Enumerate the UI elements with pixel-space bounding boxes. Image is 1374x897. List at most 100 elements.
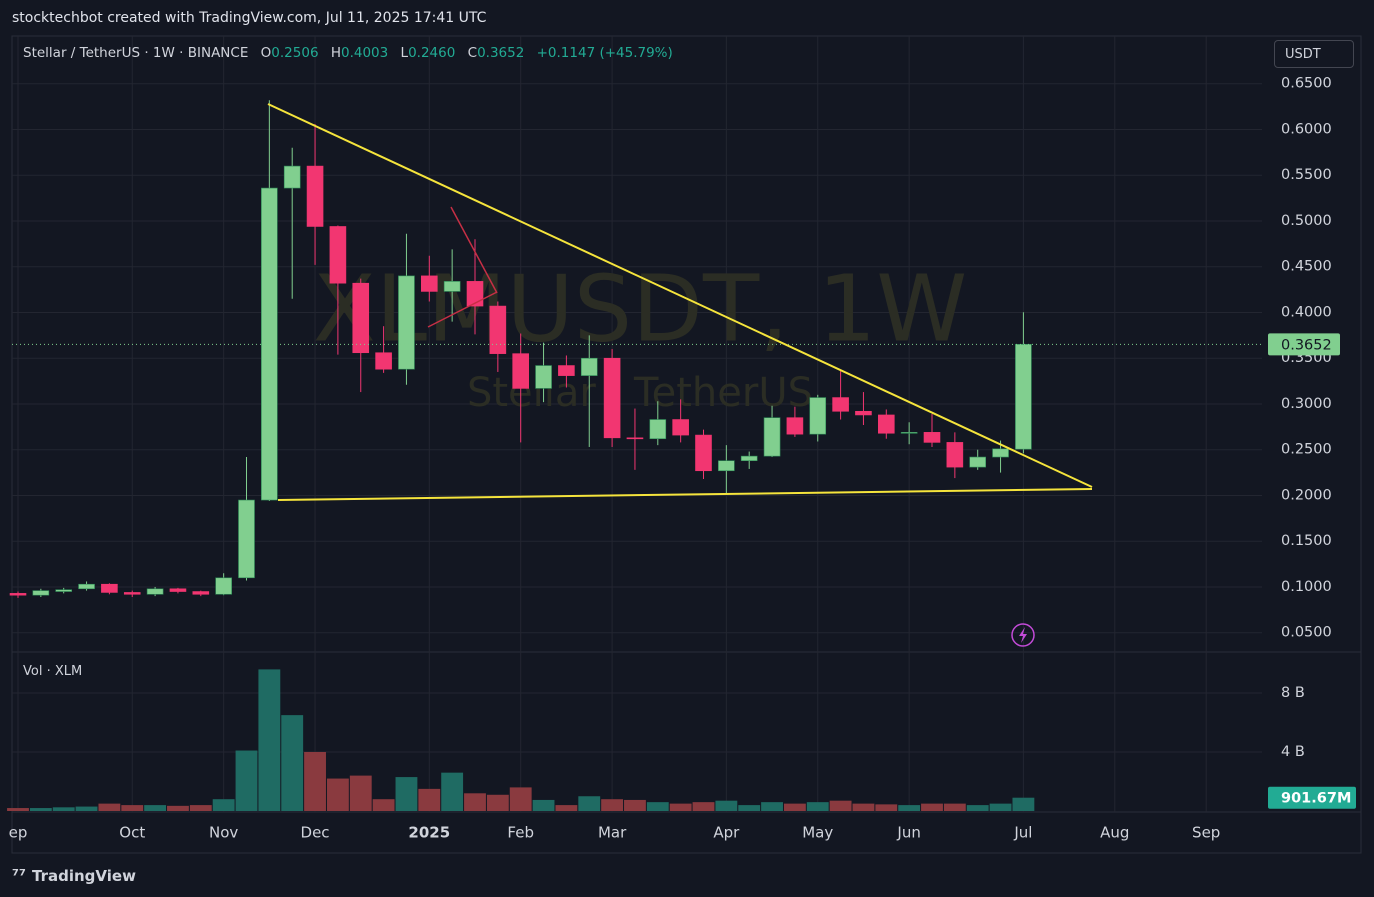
volume-bar	[486, 794, 509, 811]
currency-button[interactable]: USDT	[1274, 40, 1354, 68]
volume-bar	[555, 805, 578, 811]
volume-label: 901.67M	[1281, 791, 1351, 807]
volume-bar	[829, 800, 852, 811]
volume-bar	[441, 772, 464, 811]
candle-body	[992, 448, 1009, 458]
volume-bar	[418, 788, 441, 811]
volume-bar	[144, 805, 167, 811]
y-tick-label: 0.2000	[1281, 487, 1332, 503]
volume-bar	[235, 750, 258, 811]
last-price-box	[1268, 333, 1340, 356]
x-tick-label: Dec	[301, 824, 330, 842]
y-tick-label: 0.3000	[1281, 396, 1332, 412]
candle-body	[740, 455, 758, 461]
volume-bar	[349, 775, 372, 811]
candle-body	[398, 275, 415, 370]
candle-body	[672, 419, 689, 436]
volume-bar	[326, 778, 349, 811]
volume-bar	[966, 805, 989, 811]
volume-bar	[258, 669, 281, 811]
open-value: 0.2506	[271, 45, 319, 61]
candle-body	[969, 456, 987, 468]
volume-bar	[52, 807, 75, 811]
x-tick-label: Jul	[1013, 824, 1032, 842]
volume-bar	[281, 715, 304, 811]
change: +0.1147 (+45.79%)	[536, 45, 673, 61]
volume-bar	[464, 793, 486, 811]
volume-label-box	[1268, 786, 1356, 809]
volume-bar	[783, 803, 806, 811]
volume-bar	[646, 802, 669, 811]
volume-bar	[121, 805, 144, 811]
y-tick-label: 0.0500	[1281, 625, 1332, 641]
candle-body	[283, 165, 301, 189]
volume-bar	[669, 803, 692, 811]
candle-body	[512, 353, 530, 389]
volume-bar	[921, 803, 943, 811]
candle-body	[420, 275, 438, 292]
brand-text: TradingView	[32, 867, 136, 885]
x-tick-label: Jun	[896, 824, 920, 842]
volume-bar	[29, 808, 52, 811]
candle-body	[78, 583, 95, 590]
candle-body	[718, 460, 735, 472]
volume-bar	[75, 806, 98, 811]
x-tick-label: Apr	[713, 824, 740, 842]
low-label: L	[400, 45, 409, 61]
candle-body	[877, 414, 895, 434]
volume-bar	[624, 799, 646, 811]
event-icon[interactable]	[1011, 623, 1035, 647]
volume-bar	[601, 799, 624, 811]
y-tick-label: 0.2500	[1281, 442, 1332, 458]
candle-body	[169, 588, 187, 592]
x-tick-label: Sep	[1192, 824, 1220, 842]
candle-body	[832, 397, 849, 412]
x-tick-label: Mar	[598, 824, 627, 842]
candle-body	[9, 593, 27, 596]
candle-body	[626, 437, 644, 440]
x-tick-label: Feb	[507, 824, 534, 842]
volume-bar	[692, 802, 715, 811]
y-tick-label: 0.1500	[1281, 533, 1332, 549]
x-tick-label: Oct	[119, 824, 145, 842]
volume-bar	[806, 802, 829, 811]
volume-bar	[898, 805, 921, 811]
x-tick-label: 2025	[408, 824, 450, 842]
drawing-line	[450, 206, 498, 294]
candle-body	[855, 410, 872, 416]
open-label: O	[260, 45, 272, 61]
y-tick-label: 0.4500	[1281, 259, 1332, 275]
close-label: C	[467, 45, 478, 61]
y-tick-label: 0.5500	[1281, 167, 1332, 183]
trendline-upper	[267, 103, 1093, 488]
candle-body	[375, 352, 392, 370]
close-value: 0.3652	[477, 45, 525, 61]
y-tick-label: 0.1000	[1281, 579, 1332, 595]
candle-body	[32, 590, 50, 596]
volume-bar	[395, 777, 418, 811]
x-tick-label: Aug	[1100, 824, 1129, 842]
volume-bar	[943, 803, 966, 811]
candle-body	[535, 365, 552, 389]
chart-frame	[11, 35, 1362, 854]
volume-bar	[509, 787, 532, 811]
candle-body	[786, 417, 804, 435]
candle-body	[261, 187, 278, 501]
event-icon-bolt	[1019, 627, 1027, 643]
volume-bar	[304, 752, 326, 811]
last-price-label: 0.3652	[1281, 337, 1332, 353]
volume-bar	[761, 802, 783, 811]
candle-body	[900, 432, 918, 434]
volume-bar	[372, 799, 395, 811]
candle-body	[55, 589, 73, 592]
y-tick-label: 0.6000	[1281, 121, 1332, 137]
volume-bar	[578, 796, 601, 811]
high-label: H	[330, 45, 341, 61]
brand-logo: ⁷⁷	[12, 866, 27, 885]
candle-body	[923, 432, 941, 443]
candle-body	[1015, 344, 1032, 450]
candle-body	[580, 357, 598, 376]
volume-bar	[532, 799, 555, 811]
